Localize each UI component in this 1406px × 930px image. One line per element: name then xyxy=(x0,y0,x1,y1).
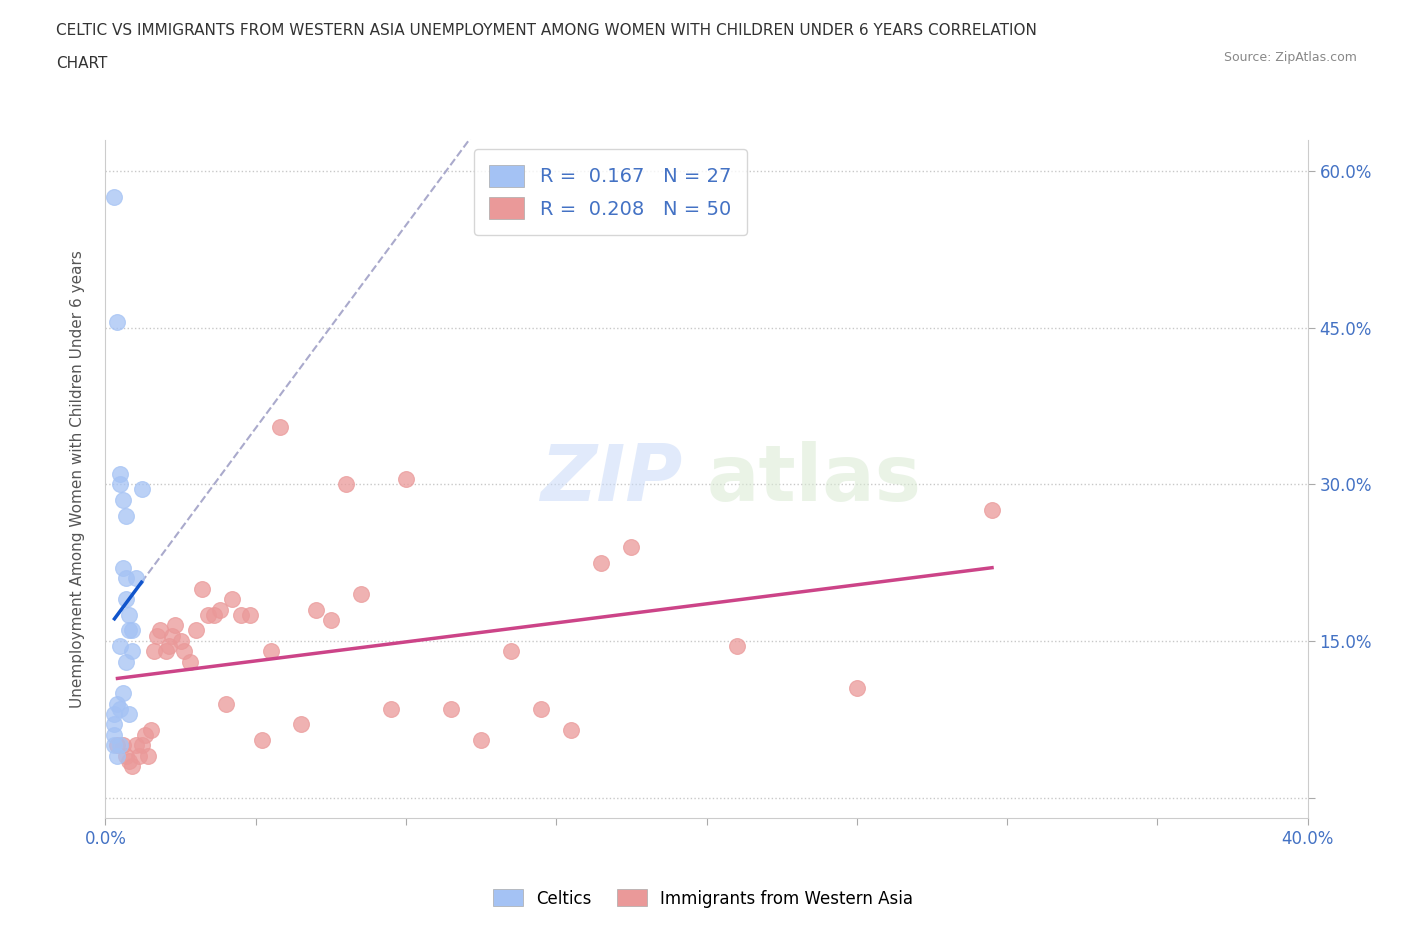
Point xyxy=(112,737,135,752)
Point xyxy=(131,737,153,752)
Text: ZIP: ZIP xyxy=(540,441,682,517)
Point xyxy=(110,477,132,492)
Point xyxy=(157,639,180,654)
Point xyxy=(107,749,129,764)
Point xyxy=(128,749,150,764)
Point xyxy=(470,733,492,748)
Point xyxy=(118,753,141,768)
Point xyxy=(501,644,523,658)
Point xyxy=(142,644,165,658)
Point xyxy=(260,644,283,658)
Point xyxy=(110,701,132,716)
Point xyxy=(725,639,748,654)
Point xyxy=(124,571,146,586)
Point xyxy=(121,623,143,638)
Point xyxy=(118,623,141,638)
Point xyxy=(335,477,357,492)
Point xyxy=(440,701,463,716)
Point xyxy=(981,503,1004,518)
Point xyxy=(305,602,328,617)
Point xyxy=(229,607,252,622)
Point xyxy=(121,759,143,774)
Point xyxy=(124,737,146,752)
Point xyxy=(134,727,156,742)
Point xyxy=(107,737,129,752)
Point xyxy=(107,315,129,330)
Point xyxy=(179,655,201,670)
Point xyxy=(115,749,138,764)
Text: atlas: atlas xyxy=(707,441,921,517)
Point xyxy=(269,419,291,434)
Point xyxy=(112,560,135,575)
Point xyxy=(112,492,135,507)
Point xyxy=(103,190,125,205)
Legend: R =  0.167   N = 27, R =  0.208   N = 50: R = 0.167 N = 27, R = 0.208 N = 50 xyxy=(474,149,747,235)
Point xyxy=(620,539,643,554)
Point xyxy=(350,587,373,602)
Point xyxy=(148,623,170,638)
Point xyxy=(155,644,177,658)
Point xyxy=(118,607,141,622)
Point xyxy=(115,508,138,523)
Point xyxy=(112,685,135,700)
Point xyxy=(190,581,212,596)
Point xyxy=(197,607,219,622)
Point xyxy=(103,727,125,742)
Point xyxy=(173,644,195,658)
Point xyxy=(845,681,868,696)
Point xyxy=(184,623,207,638)
Point xyxy=(560,723,582,737)
Point xyxy=(163,618,186,632)
Point xyxy=(160,628,183,643)
Legend: Celtics, Immigrants from Western Asia: Celtics, Immigrants from Western Asia xyxy=(486,883,920,914)
Point xyxy=(319,613,342,628)
Point xyxy=(239,607,262,622)
Y-axis label: Unemployment Among Women with Children Under 6 years: Unemployment Among Women with Children U… xyxy=(70,250,84,708)
Point xyxy=(214,696,236,711)
Point xyxy=(139,723,162,737)
Point xyxy=(136,749,159,764)
Point xyxy=(115,591,138,606)
Point xyxy=(169,633,191,648)
Point xyxy=(110,466,132,481)
Point xyxy=(103,717,125,732)
Point xyxy=(115,655,138,670)
Point xyxy=(118,707,141,722)
Point xyxy=(208,602,231,617)
Point xyxy=(395,472,418,486)
Point xyxy=(290,717,312,732)
Point xyxy=(221,591,243,606)
Point xyxy=(107,696,129,711)
Text: CELTIC VS IMMIGRANTS FROM WESTERN ASIA UNEMPLOYMENT AMONG WOMEN WITH CHILDREN UN: CELTIC VS IMMIGRANTS FROM WESTERN ASIA U… xyxy=(56,23,1038,38)
Point xyxy=(250,733,273,748)
Point xyxy=(103,707,125,722)
Point xyxy=(110,639,132,654)
Point xyxy=(110,737,132,752)
Point xyxy=(591,555,613,570)
Text: Source: ZipAtlas.com: Source: ZipAtlas.com xyxy=(1223,51,1357,64)
Point xyxy=(103,737,125,752)
Point xyxy=(115,571,138,586)
Point xyxy=(131,482,153,497)
Point xyxy=(121,644,143,658)
Point xyxy=(145,628,167,643)
Point xyxy=(530,701,553,716)
Point xyxy=(380,701,402,716)
Point xyxy=(202,607,225,622)
Text: CHART: CHART xyxy=(56,56,108,71)
